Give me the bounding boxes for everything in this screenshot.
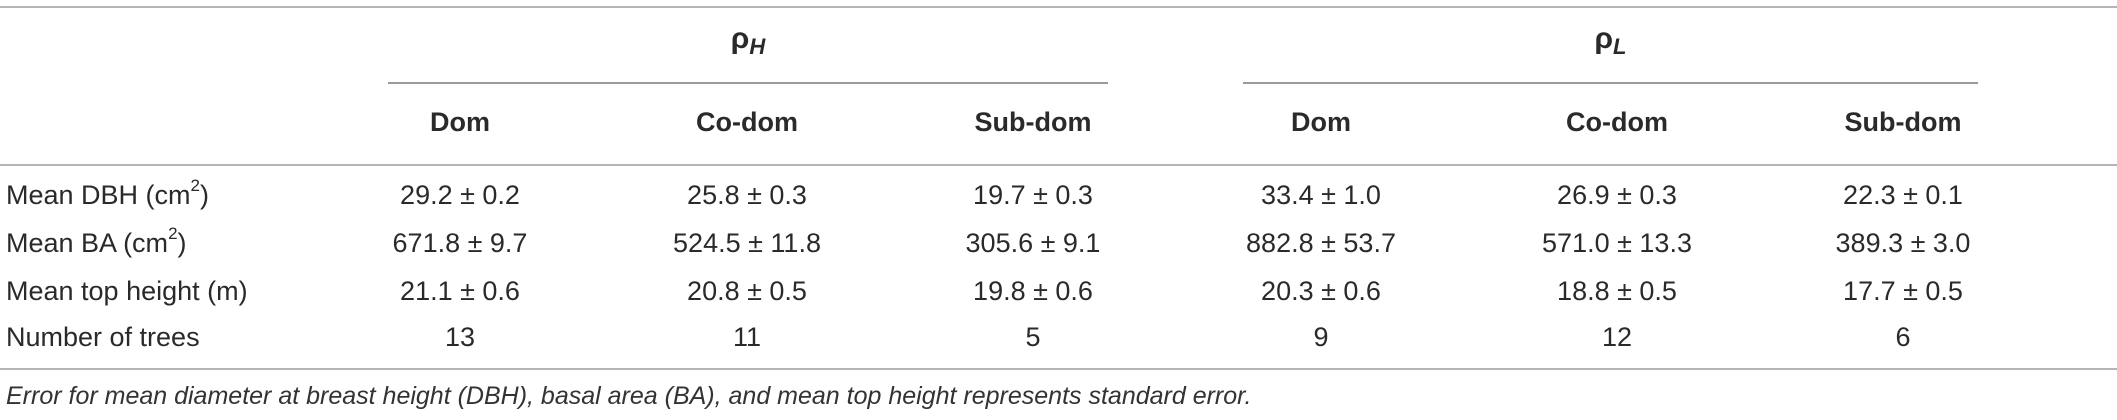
table-cell: 524.5 ± 11.8	[673, 228, 821, 258]
table-bottom-rule	[0, 368, 2117, 370]
table-cell: 11	[732, 322, 762, 352]
group-rule-rho-h	[388, 82, 1108, 84]
table-footnote: Error for mean diameter at breast height…	[6, 382, 1252, 410]
column-header-subdom-l: Sub-dom	[1844, 107, 1962, 137]
table-cell: 13	[444, 322, 476, 352]
row-label-superscript: 2	[190, 176, 200, 195]
row-label-end: )	[177, 228, 187, 258]
group-rule-rho-l	[1243, 82, 1978, 84]
row-label-text: Number of trees	[6, 322, 200, 352]
table-row-label: Mean top height (m)	[6, 276, 248, 307]
table-cell: 17.7 ± 0.5	[1843, 276, 1963, 306]
column-header-dom-l: Dom	[1291, 107, 1351, 137]
table-top-rule	[0, 6, 2117, 8]
row-label-text: Mean BA (cm	[6, 228, 169, 258]
table-cell: 19.7 ± 0.3	[973, 180, 1093, 210]
group-header-rho-h: ρH	[388, 22, 1108, 59]
group-header-rho-l: ρL	[1243, 22, 1978, 59]
table-cell: 33.4 ± 1.0	[1261, 180, 1381, 210]
row-label-end: )	[200, 180, 209, 210]
table-cell: 882.8 ± 53.7	[1246, 228, 1396, 258]
column-header-subdom-h: Sub-dom	[974, 107, 1092, 137]
table-cell: 21.1 ± 0.6	[400, 276, 520, 306]
group-symbol: ρ	[1594, 22, 1614, 55]
table-cell: 571.0 ± 13.3	[1542, 228, 1692, 258]
table-row-label: Number of trees	[6, 322, 200, 353]
group-symbol: ρ	[730, 22, 750, 55]
table-cell: 29.2 ± 0.2	[400, 180, 520, 210]
table-cell: 18.8 ± 0.5	[1557, 276, 1677, 306]
group-subscript: H	[749, 34, 766, 59]
row-label-text: Mean DBH (cm	[6, 180, 191, 210]
table-cell: 305.6 ± 9.1	[965, 228, 1101, 258]
table-cell: 6	[1895, 322, 1911, 352]
column-header-dom-h: Dom	[430, 107, 490, 137]
group-subscript: L	[1613, 34, 1627, 59]
table-cell: 19.8 ± 0.6	[973, 276, 1093, 306]
table-cell: 26.9 ± 0.3	[1557, 180, 1677, 210]
table-cell: 22.3 ± 0.1	[1843, 180, 1963, 210]
table-cell: 25.8 ± 0.3	[687, 180, 807, 210]
table-cell: 20.3 ± 0.6	[1261, 276, 1381, 306]
table-cell: 12	[1601, 322, 1633, 352]
table-row-label: Mean BA (cm2)	[6, 224, 187, 259]
table-cell: 20.8 ± 0.5	[687, 276, 807, 306]
table-cell: 671.8 ± 9.7	[392, 228, 528, 258]
row-label-superscript: 2	[168, 224, 178, 243]
table-cell: 5	[1025, 322, 1041, 352]
table-cell: 389.3 ± 3.0	[1835, 228, 1971, 258]
table-cell: 9	[1313, 322, 1329, 352]
header-separator	[0, 164, 2117, 166]
column-header-codom-l: Co-dom	[1566, 107, 1668, 137]
column-header-codom-h: Co-dom	[696, 107, 798, 137]
row-label-text: Mean top height (m)	[6, 276, 248, 306]
table-row-label: Mean DBH (cm2)	[6, 176, 209, 211]
